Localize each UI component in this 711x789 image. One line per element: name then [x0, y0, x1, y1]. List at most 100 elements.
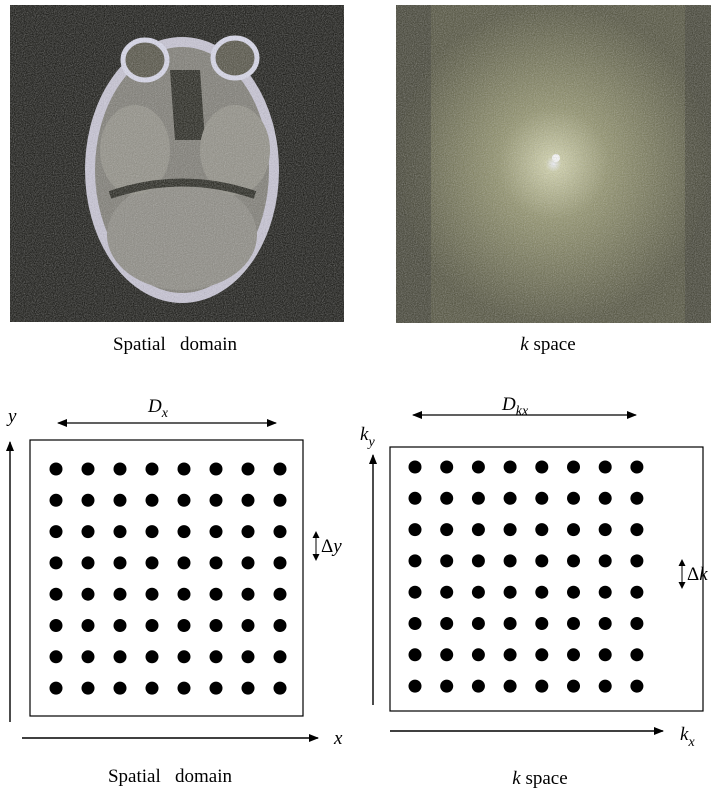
sample-dot [242, 463, 255, 476]
sample-dot [567, 461, 580, 474]
sample-dot [178, 588, 191, 601]
grid-frame [390, 447, 703, 711]
label-sub: x [687, 735, 695, 750]
sample-dot [599, 586, 612, 599]
label-sub: y [366, 435, 375, 450]
sample-dot [535, 586, 548, 599]
width-label: Dx [147, 396, 169, 421]
sample-dot [114, 525, 127, 538]
sample-dot [567, 554, 580, 567]
sample-dot [210, 588, 223, 601]
sample-dot [82, 494, 95, 507]
sample-dot [178, 556, 191, 569]
sample-dot [242, 494, 255, 507]
sample-dot [630, 680, 643, 693]
label-var: y [331, 536, 342, 557]
sample-dot [504, 586, 517, 599]
sample-dot [472, 648, 485, 661]
label-symbol: Δ [321, 536, 333, 557]
sample-dot [50, 494, 63, 507]
sample-dot [82, 463, 95, 476]
sample-dot [242, 588, 255, 601]
sample-dot [535, 461, 548, 474]
sample-dot [504, 680, 517, 693]
y-axis-label: ky [360, 424, 375, 450]
caption: k space [512, 768, 567, 789]
sample-dot [210, 556, 223, 569]
sample-dot [440, 648, 453, 661]
sample-dot [178, 619, 191, 632]
sample-dot [210, 682, 223, 695]
x-axis-label: kx [680, 724, 695, 750]
sample-dot [504, 523, 517, 536]
sample-dot [178, 463, 191, 476]
sample-dot [409, 523, 422, 536]
kspace-grid: Dkx ky kx Δk k space [360, 394, 708, 789]
sample-dot [472, 492, 485, 505]
sample-dot [242, 682, 255, 695]
sample-dot [630, 492, 643, 505]
sample-dot [567, 617, 580, 630]
step-label: Δy [321, 536, 342, 557]
sample-dot [567, 586, 580, 599]
sample-dot [274, 619, 287, 632]
sample-dot [440, 586, 453, 599]
sample-dot [50, 619, 63, 632]
label-base: D [501, 394, 516, 415]
sample-dot [242, 619, 255, 632]
sample-dot [114, 494, 127, 507]
sample-dot [274, 463, 287, 476]
sample-dot [472, 523, 485, 536]
caption: Spatial domain [108, 766, 233, 787]
sample-dot [146, 650, 159, 663]
page: Spatial domain k space Dx y x Δy Spatial… [0, 0, 711, 789]
sample-dot [409, 648, 422, 661]
sample-dot [82, 588, 95, 601]
sample-dot [178, 525, 191, 538]
sample-dot [82, 525, 95, 538]
sample-dot [178, 650, 191, 663]
sample-dot [504, 648, 517, 661]
kspace-image [396, 5, 711, 323]
sample-dot [630, 461, 643, 474]
sample-dot [440, 617, 453, 630]
sample-dot [114, 682, 127, 695]
sample-dot [146, 525, 159, 538]
sample-dot [409, 461, 422, 474]
sample-dot [274, 682, 287, 695]
mri-image [10, 5, 344, 322]
spatial-grid: Dx y x Δy Spatial domain [6, 396, 343, 787]
sample-dot [146, 556, 159, 569]
sample-dot [440, 554, 453, 567]
sample-dot [210, 525, 223, 538]
sample-dot [114, 619, 127, 632]
sample-dot [242, 556, 255, 569]
sample-dot [114, 463, 127, 476]
sample-dot [409, 492, 422, 505]
label-var: k [699, 564, 708, 585]
sample-dot [178, 682, 191, 695]
sample-dot [50, 682, 63, 695]
sample-dot [274, 650, 287, 663]
sample-dot [440, 461, 453, 474]
sample-dot [82, 682, 95, 695]
sample-dot [146, 619, 159, 632]
sample-dot [82, 619, 95, 632]
sample-dot [567, 680, 580, 693]
sample-dot [630, 648, 643, 661]
sample-dot [567, 492, 580, 505]
sample-dot [535, 554, 548, 567]
caption-text: space [529, 334, 576, 355]
sample-dot [472, 554, 485, 567]
sample-dot [50, 556, 63, 569]
sample-dot [504, 554, 517, 567]
label-base: D [147, 396, 162, 417]
sample-dot [114, 556, 127, 569]
sample-dot [535, 680, 548, 693]
sample-dot [535, 492, 548, 505]
sample-dot [146, 682, 159, 695]
sample-dot [472, 617, 485, 630]
sample-dot [409, 617, 422, 630]
sample-dot [599, 648, 612, 661]
sample-dot [146, 494, 159, 507]
